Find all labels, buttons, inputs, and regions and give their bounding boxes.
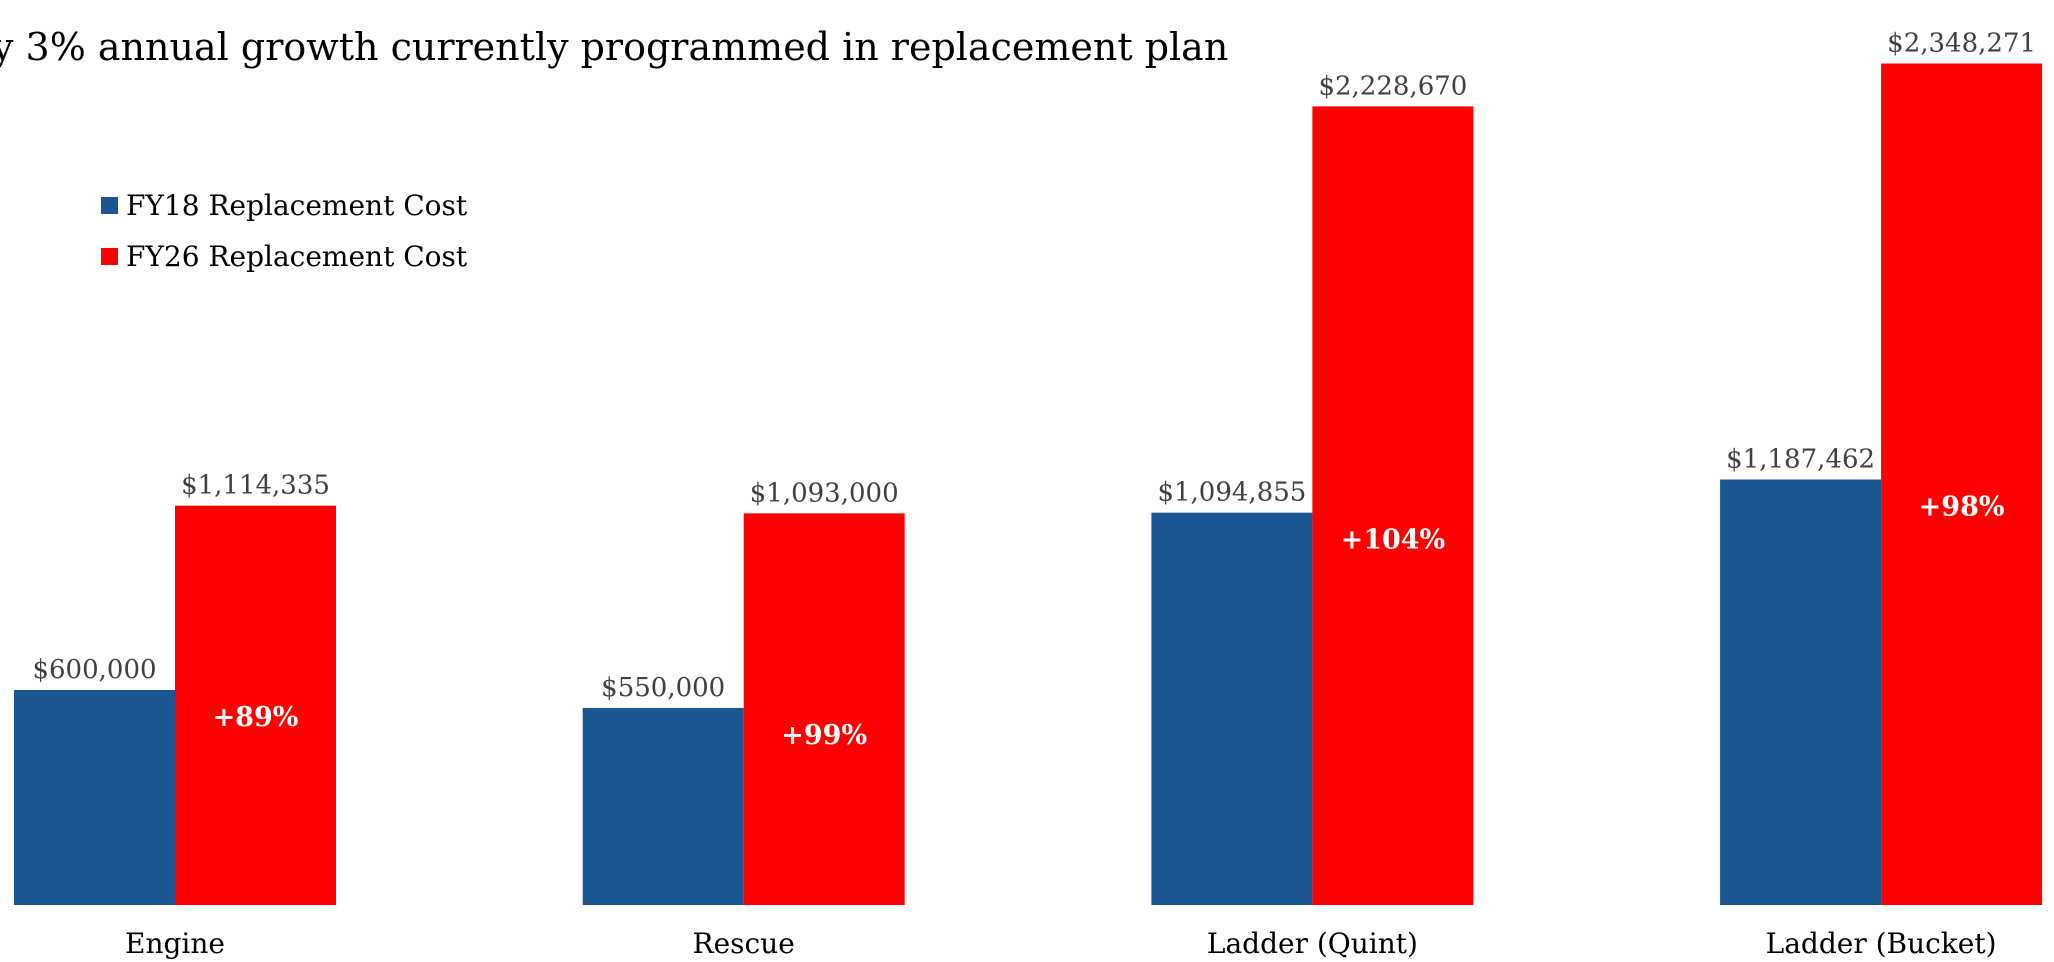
- legend-swatch-fy26: [101, 248, 118, 265]
- bars-group: [14, 63, 2043, 905]
- value-label-fy26-ladder-bucket: $2,348,271: [1887, 29, 2036, 59]
- bar-fy26-ladder-quint: [1312, 106, 1474, 905]
- value-label-fy26-ladder-quint: $2,228,670: [1318, 71, 1467, 101]
- category-label-engine: Engine: [125, 927, 225, 960]
- bar-fy26-ladder-bucket: [1881, 63, 2043, 905]
- growth-label-ladder-quint: +104%: [1341, 525, 1446, 556]
- value-label-fy18-ladder-quint: $1,094,855: [1157, 478, 1306, 508]
- value-label-fy18-engine: $600,000: [32, 655, 156, 685]
- value-label-fy18-ladder-bucket: $1,187,462: [1726, 444, 1875, 474]
- bar-fy18-ladder-quint: [1151, 512, 1313, 905]
- chart-title: y 3% annual growth currently programmed …: [0, 25, 1228, 69]
- bar-fy18-engine: [14, 690, 175, 905]
- legend-label-fy26: FY26 Replacement Cost: [126, 240, 468, 273]
- value-label-fy26-rescue: $1,093,000: [750, 478, 899, 508]
- bar-fy18-rescue: [582, 707, 744, 905]
- chart-legend: FY18 Replacement Cost FY26 Replacement C…: [101, 189, 468, 273]
- growth-label-ladder-bucket: +98%: [1919, 491, 2005, 522]
- category-label-ladder-quint: Ladder (Quint): [1207, 927, 1418, 960]
- growth-label-rescue: +99%: [781, 720, 867, 751]
- value-label-fy26-engine: $1,114,335: [181, 471, 330, 501]
- category-label-ladder-bucket: Ladder (Bucket): [1766, 927, 1997, 960]
- bar-fy26-engine: [175, 505, 336, 905]
- labels-group: $600,000 $1,114,335 +89% Engine $550,000 $1,0…: [32, 29, 2036, 960]
- bar-fy18-ladder-bucket: [1720, 479, 1882, 905]
- legend-swatch-fy18: [101, 197, 118, 214]
- category-label-rescue: Rescue: [693, 927, 795, 960]
- value-label-fy18-rescue: $550,000: [601, 673, 725, 703]
- growth-label-engine: +89%: [213, 702, 299, 733]
- bar-fy26-rescue: [743, 513, 905, 905]
- legend-label-fy18: FY18 Replacement Cost: [126, 189, 468, 222]
